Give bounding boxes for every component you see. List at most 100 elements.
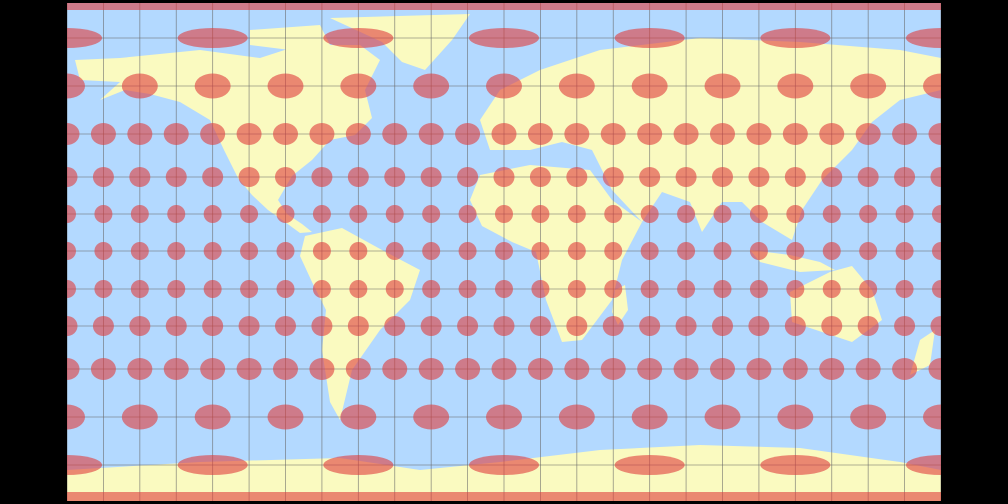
tissot-indicatrix (713, 280, 732, 298)
tissot-indicatrix (855, 123, 881, 145)
tissot-indicatrix (167, 242, 186, 260)
tissot-indicatrix (895, 280, 914, 298)
tissot-indicatrix (457, 167, 479, 187)
tissot-indicatrix (163, 358, 189, 380)
tissot-indicatrix (121, 73, 158, 99)
tissot-indicatrix (640, 280, 659, 298)
tissot-indicatrix (894, 167, 916, 187)
tissot-indicatrix (531, 242, 550, 260)
tissot-indicatrix (906, 455, 941, 475)
tissot-indicatrix (746, 358, 772, 380)
tissot-indicatrix (203, 280, 222, 298)
tissot-indicatrix (859, 280, 878, 298)
tissot-indicatrix (273, 358, 298, 380)
tissot-indicatrix (349, 280, 368, 298)
tissot-indicatrix (323, 28, 394, 48)
tissot-indicatrix (748, 316, 770, 336)
tissot-indicatrix (495, 242, 513, 260)
tissot-indicatrix (495, 205, 513, 223)
tissot-indicatrix (784, 167, 806, 187)
tissot-indicatrix (600, 358, 626, 380)
tissot-indicatrix (177, 455, 248, 475)
tissot-indicatrix (637, 123, 663, 145)
tissot-indicatrix (930, 316, 941, 336)
tissot-indicatrix (777, 73, 814, 99)
tissot-indicatrix (276, 205, 295, 223)
tissot-indicatrix (349, 242, 368, 260)
tissot-indicatrix (455, 358, 481, 380)
tissot-indicatrix (275, 316, 296, 336)
tissot-indicatrix (782, 123, 808, 145)
tissot-indicatrix (602, 316, 624, 336)
tissot-indicatrix (631, 404, 668, 430)
tissot-indicatrix (67, 404, 85, 430)
tissot-indicatrix (932, 242, 941, 260)
tissot-indicatrix (859, 205, 878, 223)
tissot-indicatrix (640, 242, 659, 260)
tissot-indicatrix (930, 167, 941, 187)
tissot-indicatrix (163, 123, 189, 145)
tissot-indicatrix (345, 123, 371, 145)
tissot-indicatrix (892, 123, 918, 145)
tissot-indicatrix (527, 358, 553, 380)
tissot-indicatrix (673, 123, 699, 145)
tissot-indicatrix (604, 280, 623, 298)
tissot-indicatrix (850, 404, 887, 430)
tissot-indicatrix (855, 358, 881, 380)
tissot-indicatrix (67, 280, 76, 298)
tissot-indicatrix (710, 123, 735, 145)
tissot-indicatrix (349, 205, 368, 223)
tissot-indicatrix (422, 205, 441, 223)
tissot-indicatrix (130, 280, 149, 298)
tissot-indicatrix (710, 358, 735, 380)
africa (470, 165, 642, 342)
tissot-indicatrix (340, 404, 377, 430)
tissot-indicatrix (558, 73, 595, 99)
world-map (67, 3, 941, 501)
tissot-indicatrix (347, 316, 369, 336)
tissot-indicatrix (677, 205, 696, 223)
tissot-indicatrix (340, 73, 377, 99)
tissot-indicatrix (614, 28, 685, 48)
new-zealand (910, 330, 935, 375)
tissot-indicatrix (639, 167, 661, 187)
tissot-indicatrix (566, 167, 588, 187)
tissot-indicatrix (94, 242, 113, 260)
tissot-indicatrix (203, 242, 222, 260)
tissot-indicatrix (704, 73, 741, 99)
tissot-indicatrix (267, 73, 304, 99)
tissot-indicatrix (276, 242, 295, 260)
tissot-indicatrix (167, 205, 186, 223)
tissot-indicatrix (859, 242, 878, 260)
tissot-indicatrix (385, 280, 404, 298)
tissot-indicatrix (67, 167, 78, 187)
tissot-indicatrix (760, 28, 831, 48)
tissot-indicatrix (413, 404, 450, 430)
tissot-indicatrix (932, 205, 941, 223)
tissot-indicatrix (486, 404, 522, 430)
tissot-indicatrix (165, 316, 187, 336)
tissot-indicatrix (928, 123, 941, 145)
tissot-indicatrix (67, 358, 80, 380)
tissot-indicatrix (894, 316, 916, 336)
tissot-indicatrix (491, 358, 517, 380)
tissot-indicatrix (458, 280, 477, 298)
tissot-indicatrix (422, 242, 441, 260)
tissot-indicatrix (760, 455, 831, 475)
tissot-indicatrix (276, 280, 295, 298)
tissot-indicatrix (527, 123, 553, 145)
tissot-indicatrix (639, 316, 661, 336)
tissot-indicatrix (94, 280, 113, 298)
tissot-indicatrix (713, 242, 732, 260)
tissot-indicatrix (194, 73, 231, 99)
tissot-indicatrix (194, 404, 231, 430)
tissot-indicatrix (236, 123, 262, 145)
tissot-indicatrix (345, 358, 371, 380)
tissot-indicatrix (712, 316, 733, 336)
tissot-indicatrix (129, 167, 151, 187)
tissot-indicatrix (469, 28, 539, 48)
south-pole-indicatrix (67, 492, 941, 501)
tissot-indicatrix (127, 358, 153, 380)
north-pole-indicatrix (67, 3, 941, 10)
tissot-indicatrix (240, 242, 259, 260)
